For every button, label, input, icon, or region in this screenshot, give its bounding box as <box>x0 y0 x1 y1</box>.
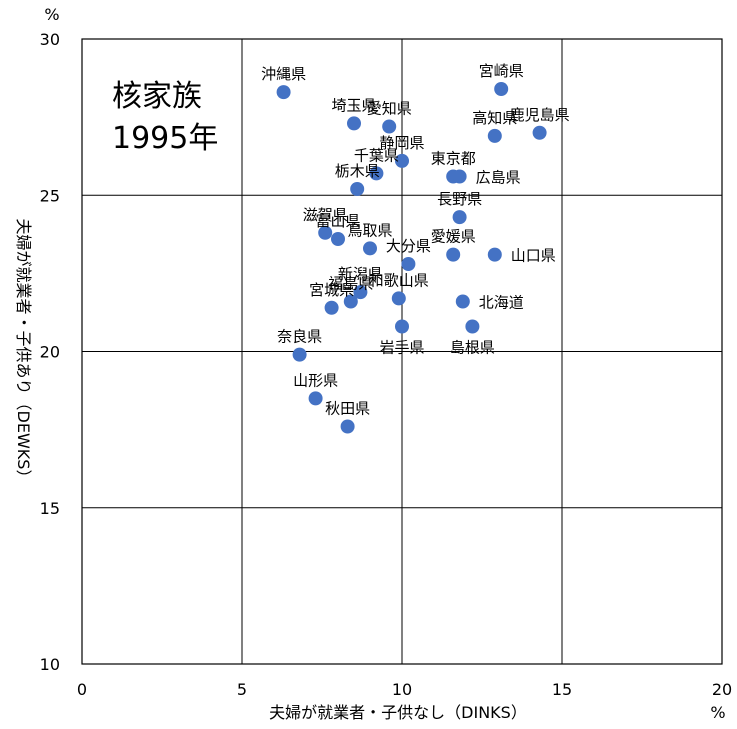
point-label: 愛媛県 <box>431 228 476 246</box>
data-point <box>347 116 361 131</box>
data-point <box>391 291 406 306</box>
point-label: 福島県 <box>328 275 373 293</box>
x-axis-label: 夫婦が就業者・子供なし（DINKS） <box>269 703 527 722</box>
point-label: 長野県 <box>437 190 482 208</box>
data-point <box>455 294 470 309</box>
x-tick-label: 0 <box>77 680 87 699</box>
point-label: 千葉県 <box>354 146 399 164</box>
data-point <box>369 166 384 181</box>
point-label: 和歌山県 <box>369 271 429 289</box>
x-tick-label: 10 <box>392 680 412 699</box>
data-point <box>452 169 467 184</box>
point-label: 鹿児島県 <box>510 106 570 124</box>
point-label: 埼玉県 <box>331 96 376 114</box>
data-point <box>446 247 461 262</box>
data-point <box>487 128 502 143</box>
data-point <box>353 285 368 300</box>
data-point <box>382 119 397 134</box>
point-label: 奈良県 <box>277 328 322 346</box>
point-label: 新潟県 <box>338 265 383 283</box>
x-tick-label: 20 <box>712 680 732 699</box>
x-tick-label: 5 <box>237 680 247 699</box>
point-label: 北海道 <box>479 294 524 312</box>
point-label: 山口県 <box>511 247 556 265</box>
point-label: 栃木県 <box>335 162 380 180</box>
x-axis-unit: % <box>710 703 725 722</box>
data-point <box>452 210 467 225</box>
y-axis-unit: % <box>44 5 59 24</box>
data-point <box>340 419 355 434</box>
point-label: 静岡県 <box>379 134 424 152</box>
y-tick-label: 20 <box>40 343 60 362</box>
data-point <box>276 85 291 100</box>
data-point <box>350 182 365 196</box>
point-label: 広島県 <box>476 169 521 187</box>
data-point <box>331 232 345 246</box>
data-point <box>363 241 377 256</box>
y-tick-label: 25 <box>40 186 60 205</box>
point-label: 秋田県 <box>325 400 370 418</box>
point-label: 宮城県 <box>309 281 354 299</box>
point-label: 鳥取県 <box>347 221 392 239</box>
y-axis-label: 夫婦が就業者・子供あり（DEWKS） <box>14 219 33 486</box>
data-point <box>324 300 339 315</box>
point-label: 滋賀県 <box>303 206 348 224</box>
data-points <box>276 82 547 434</box>
tick-labels: 0 5 10 15 20 10 15 20 25 30 <box>40 30 733 699</box>
data-point <box>395 319 409 334</box>
data-point <box>343 294 358 309</box>
data-point <box>292 347 307 362</box>
y-tick-label: 10 <box>40 655 60 674</box>
data-point <box>395 153 409 168</box>
x-tick-label: 15 <box>552 680 572 699</box>
data-point <box>465 319 480 334</box>
data-point <box>318 225 333 240</box>
chart-subtitle: 1995年 <box>112 121 218 156</box>
chart-title: 核家族 <box>112 79 202 114</box>
point-label: 沖縄県 <box>261 65 306 83</box>
point-label: 山形県 <box>293 371 338 389</box>
plot-frame <box>81 38 723 665</box>
y-tick-label: 30 <box>40 30 60 49</box>
point-label: 宮崎県 <box>479 62 524 80</box>
point-label: 東京都 <box>431 150 476 168</box>
data-point <box>308 391 323 406</box>
grid-lines <box>82 39 722 664</box>
point-label: 高知県 <box>472 109 517 127</box>
data-point <box>487 247 502 262</box>
point-label: 島根県 <box>450 339 495 357</box>
point-label: 富山県 <box>315 212 360 230</box>
point-label: 岩手県 <box>379 339 424 357</box>
data-point <box>401 257 416 271</box>
point-label: 大分県 <box>386 237 431 255</box>
data-point <box>532 125 547 140</box>
y-tick-label: 15 <box>40 499 60 518</box>
data-point <box>494 82 509 96</box>
point-label: 愛知県 <box>367 100 412 118</box>
